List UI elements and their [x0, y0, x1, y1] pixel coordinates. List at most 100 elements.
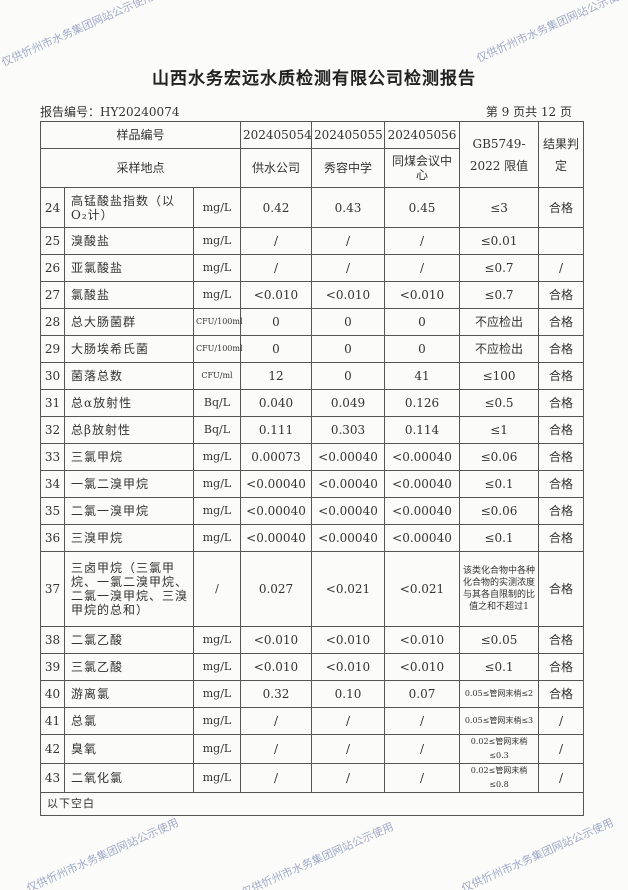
row-number: 28 [40, 308, 65, 336]
value: <0.010 [384, 626, 460, 654]
result [538, 227, 584, 255]
result: 合格 [538, 653, 584, 681]
value: 0.43 [311, 187, 385, 228]
result: 合格 [538, 308, 584, 336]
result: / [538, 707, 584, 735]
value: 0 [240, 308, 312, 336]
value: / [384, 707, 460, 735]
footer-row: 以下空白 [40, 792, 584, 816]
value: 0.07 [384, 680, 460, 708]
result: 合格 [538, 443, 584, 471]
item-name: 氯酸盐 [64, 281, 194, 309]
value: 41 [384, 362, 460, 390]
row-number: 31 [40, 389, 65, 417]
row-number: 38 [40, 626, 65, 654]
item-name: 三卤甲烷（三氯甲烷、一氯二溴甲烷、二氯一溴甲烷、三溴甲烷的总和） [64, 551, 194, 627]
limit: ≤3 [459, 187, 539, 228]
unit: mg/L [193, 680, 241, 708]
location: 秀容中学 [311, 148, 385, 188]
table-row: 34 一氯二溴甲烷 mg/L <0.00040 <0.00040 <0.00040 ≤0.1… [40, 470, 584, 498]
value: <0.010 [311, 653, 385, 681]
value: 0 [240, 335, 312, 363]
result: 合格 [538, 362, 584, 390]
item-name: 二氧化氯 [64, 763, 194, 793]
unit: Bq/L [193, 416, 241, 444]
item-name: 大肠埃希氏菌 [64, 335, 194, 363]
value: / [384, 763, 460, 793]
table-row: 40 游离氯 mg/L 0.32 0.10 0.07 0.05≤管网末梢≤2 合格 [40, 680, 584, 708]
table-row: 41 总氯 mg/L / //0.05≤管网末梢≤3/ [40, 707, 584, 735]
row-number: 40 [40, 680, 65, 708]
unit: mg/L [193, 281, 241, 309]
item-name: 臭氧 [64, 734, 194, 764]
limit: ≤0.7 [459, 254, 539, 282]
value: <0.00040 [384, 524, 460, 552]
value: 0 [311, 362, 385, 390]
result: 合格 [538, 335, 584, 363]
unit: mg/L [193, 470, 241, 498]
unit: CFU/100ml [193, 308, 243, 336]
value: / [240, 734, 312, 764]
value: <0.010 [384, 281, 460, 309]
item-name: 高锰酸盐指数（以O₂计） [64, 187, 194, 228]
limit: ≤100 [459, 362, 539, 390]
result: 合格 [538, 524, 584, 552]
result: / [538, 763, 584, 793]
value: / [240, 763, 312, 793]
result-header: 结果判定 [538, 121, 584, 188]
sample-no: 202405054 [240, 121, 312, 149]
unit: Bq/L [193, 389, 241, 417]
value: <0.00040 [240, 470, 312, 498]
value: <0.00040 [311, 524, 385, 552]
value: / [311, 734, 385, 764]
item-name: 总α放射性 [64, 389, 194, 417]
item-name: 游离氯 [64, 680, 194, 708]
header-row-sample: 样品编号 202405054 202405055 202405056 GB574… [40, 121, 584, 188]
unit: CFU/ml [193, 362, 241, 390]
limit: ≤0.06 [459, 497, 539, 525]
value: 0.040 [240, 389, 312, 417]
unit: mg/L [193, 707, 241, 735]
value: 0.303 [311, 416, 385, 444]
value: <0.00040 [311, 443, 385, 471]
table-row: 37 三卤甲烷（三氯甲烷、一氯二溴甲烷、二氯一溴甲烷、三溴甲烷的总和）/0.027… [40, 551, 584, 627]
watermark: 仅供忻州市水务集团网站公示使用 [459, 816, 616, 890]
unit: mg/L [193, 734, 241, 764]
limit: 该类化合物中各种化合物的实测浓度与其各自限制的比值之和不超过1 [459, 551, 539, 627]
result: 合格 [538, 389, 584, 417]
row-number: 42 [40, 734, 65, 764]
row-number: 37 [40, 551, 65, 627]
row-number: 35 [40, 497, 65, 525]
item-name: 二氯乙酸 [64, 626, 194, 654]
table-row: 32 总β放射性 Bq/L 0.111 0.303 0.114 ≤1 合格 [40, 416, 584, 444]
limit-header: GB5749-2022 限值 [459, 121, 539, 188]
value: <0.00040 [384, 470, 460, 498]
table-row: 42 臭氧 mg/L / //0.02≤管网末梢≤0.3/ [40, 734, 584, 764]
value: / [311, 227, 385, 255]
table-row: 39 三氯乙酸 mg/L <0.010 <0.010 <0.010 ≤0.1 合格 [40, 653, 584, 681]
limit: ≤0.5 [459, 389, 539, 417]
limit: ≤0.1 [459, 470, 539, 498]
report-title: 山西水务宏远水质检测有限公司检测报告 [152, 69, 476, 89]
limit: ≤0.01 [459, 227, 539, 255]
value: <0.010 [384, 653, 460, 681]
result: 合格 [538, 281, 584, 309]
blank-below-note: 以下空白 [40, 792, 584, 816]
value: 0.049 [311, 389, 385, 417]
row-number: 24 [40, 187, 65, 228]
table-row: 27 氯酸盐 mg/L <0.010 <0.010 <0.010 ≤0.7 合格 [40, 281, 584, 309]
value: / [240, 707, 312, 735]
value: 0 [311, 308, 385, 336]
row-number: 36 [40, 524, 65, 552]
watermark: 仅供忻州市水务集团网站公示使用 [0, 0, 156, 70]
item-name: 总氯 [64, 707, 194, 735]
unit: CFU/100ml [193, 335, 243, 363]
sample-no-label: 样品编号 [40, 121, 241, 149]
value: 0 [311, 335, 385, 363]
item-name: 总大肠菌群 [64, 308, 194, 336]
limit: 0.02≤管网末梢≤0.3 [459, 734, 539, 764]
report-number: 报告编号：HY20240074 [40, 105, 180, 119]
value: 0.00073 [240, 443, 312, 471]
value: <0.021 [384, 551, 460, 627]
